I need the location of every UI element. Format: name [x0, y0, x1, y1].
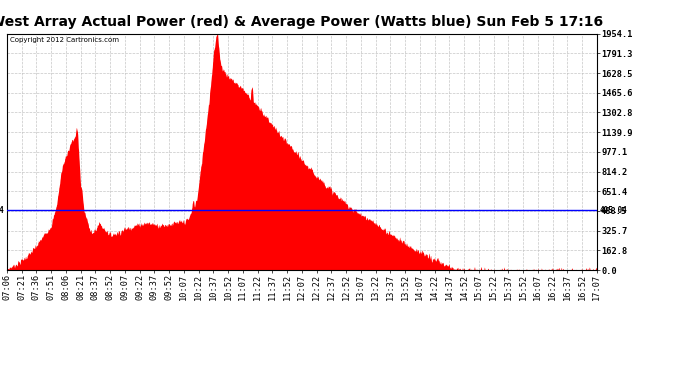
Text: 495.04: 495.04 [0, 206, 4, 214]
Text: West Array Actual Power (red) & Average Power (Watts blue) Sun Feb 5 17:16: West Array Actual Power (red) & Average … [0, 15, 603, 29]
Text: Copyright 2012 Cartronics.com: Copyright 2012 Cartronics.com [10, 37, 119, 43]
Text: 495.04: 495.04 [600, 206, 627, 214]
